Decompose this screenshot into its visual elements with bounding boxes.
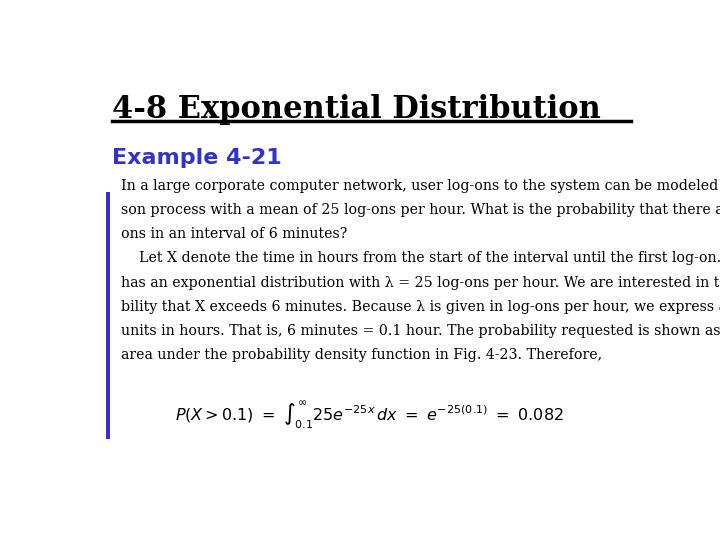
Text: ons in an interval of 6 minutes?: ons in an interval of 6 minutes?: [121, 227, 347, 241]
Text: son process with a mean of 25 log-ons per hour. What is the probability that the: son process with a mean of 25 log-ons pe…: [121, 203, 720, 217]
Text: area under the probability density function in Fig. 4-23. Therefore,: area under the probability density funct…: [121, 348, 602, 362]
Text: In a large corporate computer network, user log-ons to the system can be modeled: In a large corporate computer network, u…: [121, 179, 720, 193]
Text: has an exponential distribution with λ = 25 log-ons per hour. We are interested : has an exponential distribution with λ =…: [121, 275, 720, 289]
Text: units in hours. That is, 6 minutes = 0.1 hour. The probability requested is show: units in hours. That is, 6 minutes = 0.1…: [121, 324, 720, 338]
Text: Example 4-21: Example 4-21: [112, 148, 282, 168]
Text: $P(X > 0.1) \ = \ \int_{0.1}^{\infty} 25e^{-25x}\, dx \ = \ e^{-25(0.1)} \ = \ 0: $P(X > 0.1) \ = \ \int_{0.1}^{\infty} 25…: [175, 400, 563, 431]
Text: bility that X exceeds 6 minutes. Because λ is given in log-ons per hour, we expr: bility that X exceeds 6 minutes. Because…: [121, 300, 720, 314]
Text: 4-8 Exponential Distribution: 4-8 Exponential Distribution: [112, 94, 601, 125]
Bar: [106, 192, 109, 439]
Text: Let X denote the time in hours from the start of the interval until the first lo: Let X denote the time in hours from the …: [121, 252, 720, 266]
